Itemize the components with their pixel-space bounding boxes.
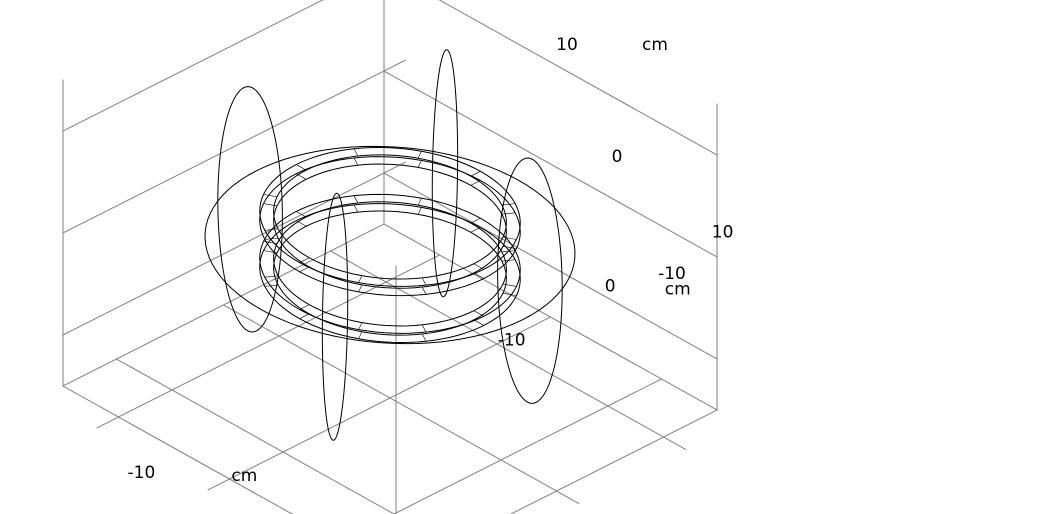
axis-tick-label: 0 [605,277,616,297]
floor-gridline [341,379,662,514]
floor-gridline [396,410,717,514]
z-tick [384,60,405,71]
sphere-vertical-lobe [218,87,283,332]
backwall-gridline [63,0,384,131]
axis-tick-label: -10 [498,331,526,351]
y-tick [557,491,579,503]
axis-tick-label: 0 [612,147,623,167]
floor-gridline [63,386,396,514]
coil-outer-top [260,194,521,333]
axis-tick-label: -10 [128,463,156,483]
coil-outer-bot [260,157,521,296]
coil-inner-bot [274,164,507,288]
axis-unit-label: cm [642,35,668,55]
coil-inner-top [274,202,507,326]
sphere-vertical-lobe [432,50,457,297]
x-tick [97,417,118,428]
coil-outer-bot [260,204,521,343]
y-tick [664,437,686,449]
3d-plot: 100-10cm100-10cm100-10cm [0,0,1059,514]
backwall-gridline [384,71,717,257]
axis-tick-label: 10 [556,35,578,55]
axis-unit-label: cm [665,280,691,300]
coil-inner-top [274,155,507,279]
axis-unit-label: cm [231,466,257,486]
axis-tick-label: 10 [712,223,734,243]
coil-outer-top [260,147,521,286]
floor-gridline [117,359,450,514]
sphere-vertical-lobe [498,158,563,403]
floor-gridline [63,224,384,386]
x-tick [208,479,229,490]
sphere-vertical-lobe [322,193,347,440]
